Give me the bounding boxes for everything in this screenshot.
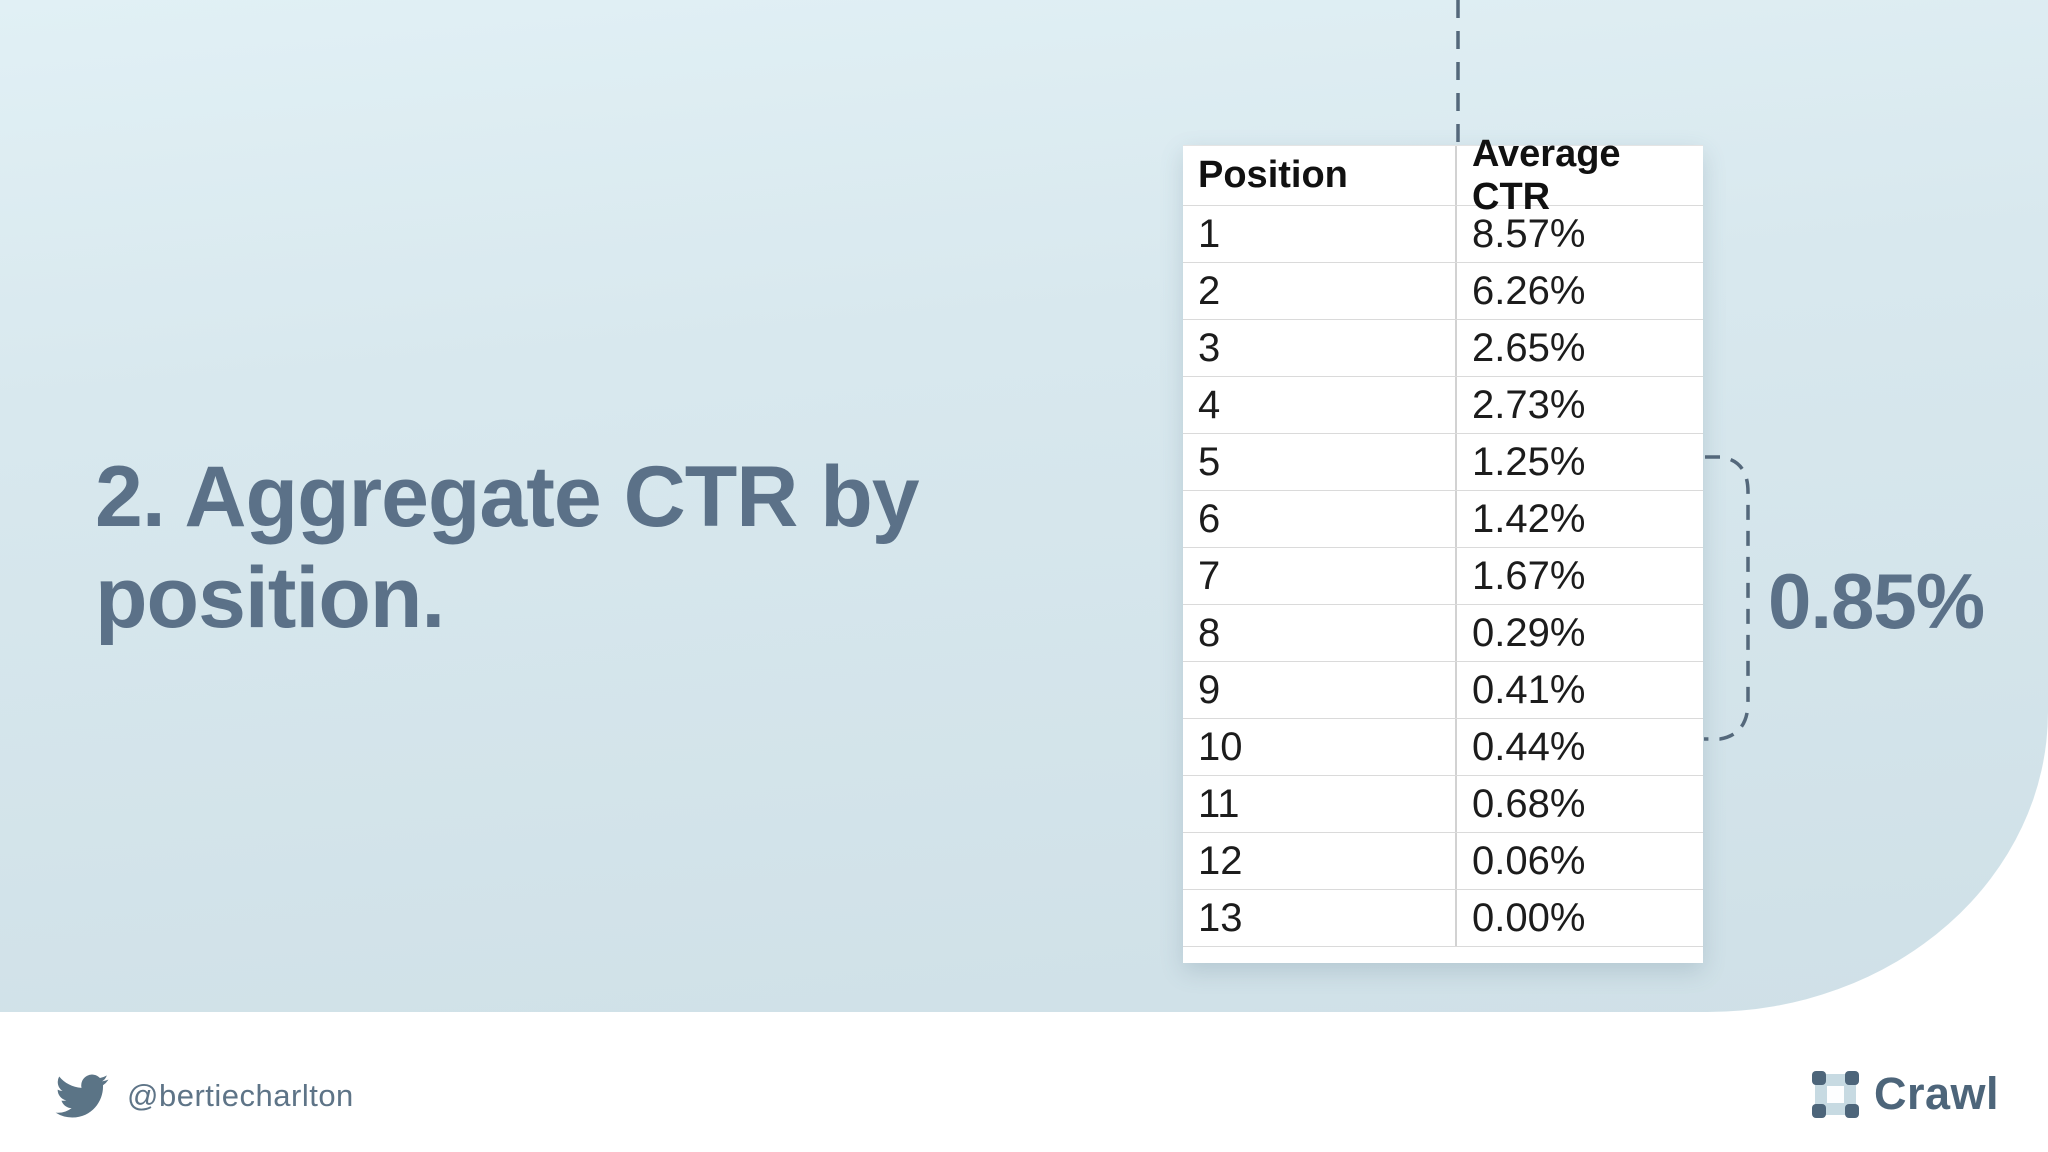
crawl-logo-text: Crawl (1874, 1068, 2000, 1119)
twitter-icon (55, 1074, 109, 1118)
average-ctr-cell: 1.67% (1472, 553, 1586, 598)
crawl-logo-icon (1812, 1070, 1859, 1118)
average-ctr-cell: 2.65% (1472, 325, 1586, 370)
average-ctr-cell: 0.68% (1472, 781, 1586, 826)
crawl-logo: Crawl (1812, 1068, 1999, 1120)
twitter-attribution: @bertiecharlton (55, 1074, 354, 1118)
position-column-header: Position (1183, 146, 1457, 205)
position-cell: 10 (1183, 719, 1457, 775)
twitter-handle: @bertiecharlton (127, 1078, 354, 1113)
table-partial-row (1183, 946, 1703, 963)
table-row: 8 0.29% (1183, 604, 1703, 661)
position-cell: 2 (1183, 263, 1457, 319)
position-cell: 1 (1183, 206, 1457, 262)
table-row: 6 1.42% (1183, 490, 1703, 547)
position-cell: 6 (1183, 491, 1457, 547)
crawl-logo-corner (1845, 1070, 1859, 1085)
crawl-logo-corner (1812, 1103, 1826, 1118)
table-row: 5 1.25% (1183, 433, 1703, 490)
position-cell: 8 (1183, 605, 1457, 661)
position-cell: 3 (1183, 320, 1457, 376)
average-ctr-cell: 1.42% (1472, 496, 1586, 541)
table-row: 11 0.68% (1183, 775, 1703, 832)
position-cell: 11 (1183, 776, 1457, 832)
average-ctr-cell: 0.29% (1472, 610, 1586, 655)
average-ctr-cell: 0.00% (1472, 895, 1586, 940)
position-cell: 12 (1183, 833, 1457, 889)
slide-title: 2. Aggregate CTR by position. (95, 449, 920, 647)
position-cell: 9 (1183, 662, 1457, 718)
average-ctr-cell: 8.57% (1472, 211, 1586, 256)
position-cell: 4 (1183, 377, 1457, 433)
crawl-logo-center (1827, 1085, 1844, 1103)
average-ctr-cell: 0.44% (1472, 724, 1586, 769)
crawl-logo-corner (1812, 1070, 1826, 1085)
table-row: 1 8.57% (1183, 205, 1703, 262)
table-row: 13 0.00% (1183, 889, 1703, 946)
average-ctr-cell: 0.06% (1472, 838, 1586, 883)
average-ctr-column-header: Average CTR (1472, 132, 1621, 218)
table-row: 9 0.41% (1183, 661, 1703, 718)
table-row: 4 2.73% (1183, 376, 1703, 433)
position-cell: 13 (1183, 890, 1457, 946)
table-body: 1 8.57% 2 6.26% 3 2.65% 4 2.73% 5 1.25% 6 1.42% 7 1.6… (1183, 205, 1703, 946)
table-header-row: Position Average CTR (1183, 132, 1703, 218)
ctr-table: Position Average CTR 1 8.57% 2 6.26% 3 2.65% 4… (1183, 132, 1703, 963)
table-row: 10 0.44% (1183, 718, 1703, 775)
table-row: 12 0.06% (1183, 832, 1703, 889)
average-ctr-cell: 2.73% (1472, 382, 1586, 427)
position-cell: 5 (1183, 434, 1457, 490)
position-cell: 7 (1183, 548, 1457, 604)
table-row: 2 6.26% (1183, 262, 1703, 319)
table-row: 7 1.67% (1183, 547, 1703, 604)
average-ctr-cell: 1.25% (1472, 439, 1586, 484)
table-row: 3 2.65% (1183, 319, 1703, 376)
aggregate-ctr-annotation: 0.85% (1768, 557, 1985, 645)
crawl-logo-corner (1845, 1103, 1859, 1118)
average-ctr-cell: 0.41% (1472, 667, 1586, 712)
average-ctr-cell: 6.26% (1472, 268, 1586, 313)
